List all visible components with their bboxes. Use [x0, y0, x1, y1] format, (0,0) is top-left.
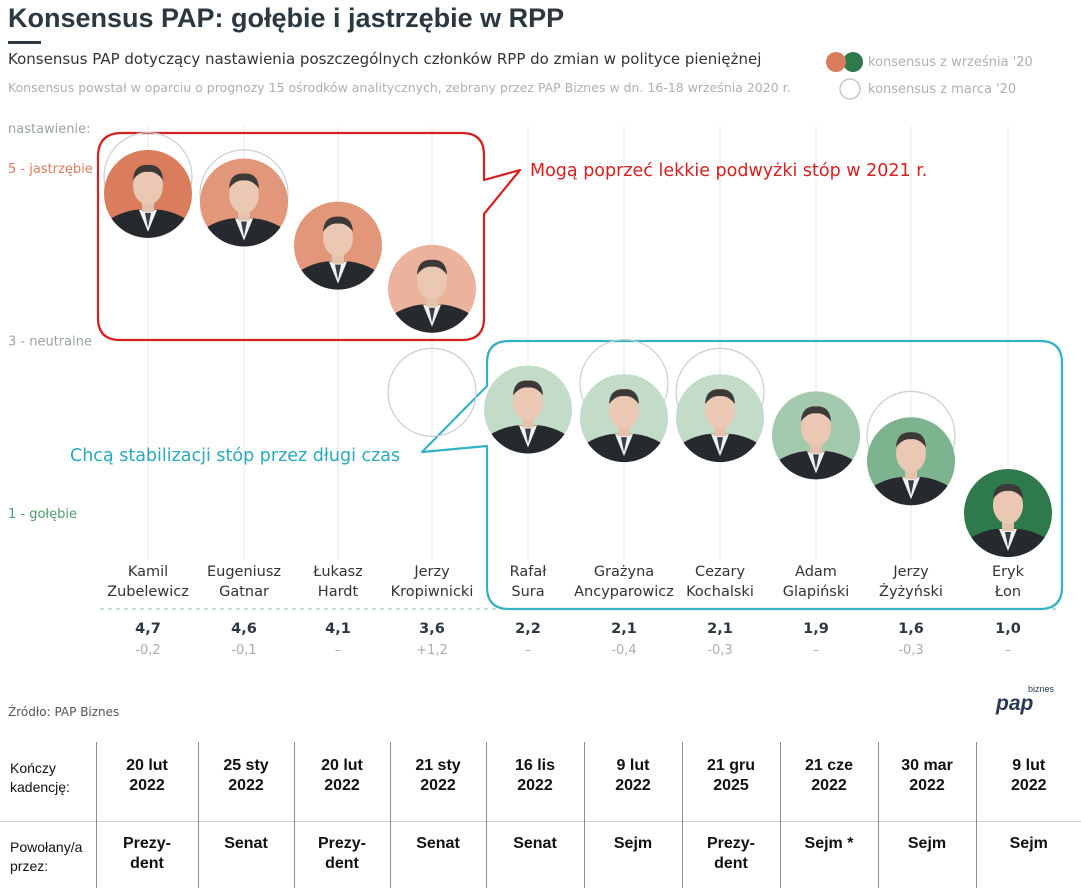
member-value-label: 2,1 [611, 621, 637, 637]
member-change-label: -0,2 [135, 643, 160, 658]
member-change-label: -0,3 [707, 643, 732, 658]
logo-text: pap [996, 692, 1033, 716]
appointed-by-cell: Prezy- dent [294, 822, 390, 888]
pap-logo: pap biznes [994, 684, 1058, 714]
member-value-label: 4,6 [231, 621, 257, 637]
term-end-cell: 9 lut 2022 [584, 742, 682, 822]
appointed-by-cell: Sejm [976, 822, 1081, 888]
y-tick-label: 5 - jastrzębie [8, 162, 93, 177]
member-marker-4 [386, 245, 478, 335]
term-end-cell: 20 lut 2022 [294, 742, 390, 822]
source-note: Źródło: PAP Biznes [8, 705, 119, 719]
member-marker-9 [865, 417, 957, 507]
term-end-cell: 30 mar 2022 [878, 742, 976, 822]
member-last-name: Zubelewicz [107, 584, 189, 600]
member-value-label: 4,7 [135, 621, 161, 637]
y-tick-label: 3 - neutralne [8, 335, 92, 350]
member-change-label: +1,2 [416, 643, 448, 658]
member-marker-5 [482, 366, 574, 456]
member-marker-3 [292, 202, 384, 292]
member-last-name: Gatnar [219, 584, 269, 600]
y-tick-label: 1 - gołębie [8, 507, 77, 522]
term-end-cell: 25 sty 2022 [198, 742, 294, 822]
member-last-name: Ancyparowicz [574, 584, 674, 600]
member-first-name: Eryk [992, 564, 1025, 580]
member-last-name: Kropiwnicki [391, 584, 474, 600]
member-first-name: Rafał [510, 564, 548, 580]
member-marker-8 [770, 391, 862, 481]
appointed-by-cell: Prezy- dent [96, 822, 198, 888]
member-marker-7 [674, 374, 766, 464]
member-last-name: Żyżyński [879, 582, 943, 600]
member-marker-1 [102, 150, 194, 240]
member-marker-10 [962, 469, 1054, 559]
infographic: Konsensus PAP: gołębie i jastrzębie w RP… [0, 0, 1081, 863]
member-marker-2 [198, 159, 290, 249]
logo-superscript: biznes [1028, 684, 1054, 694]
member-change-label: – [813, 643, 820, 658]
member-change-label: – [335, 643, 342, 658]
member-first-name: Grażyna [594, 564, 654, 580]
member-value-label: 3,6 [419, 621, 445, 637]
member-value-label: 1,9 [803, 621, 829, 637]
member-value-label: 1,0 [995, 621, 1021, 637]
doves-callout-text: Chcą stabilizacji stóp przez długi czas [70, 446, 400, 466]
member-last-name: Glapiński [783, 584, 850, 600]
member-change-label: -0,3 [898, 643, 923, 658]
appointed-by-label: Powołany/a przez: [0, 822, 96, 888]
member-value-label: 4,1 [325, 621, 351, 637]
member-first-name: Eugeniusz [207, 564, 281, 580]
term-end-cell: 21 cze 2022 [780, 742, 878, 822]
appointed-by-cell: Senat [486, 822, 584, 888]
member-first-name: Jerzy [413, 564, 450, 580]
appointed-by-cell: Senat [390, 822, 486, 888]
y-axis-title: nastawienie: [8, 122, 91, 137]
member-value-label: 2,1 [707, 621, 733, 637]
term-end-cell: 16 lis 2022 [486, 742, 584, 822]
hawks-callout-text: Mogą poprzeć lekkie podwyżki stóp w 2021… [530, 161, 927, 181]
member-change-label: – [1005, 643, 1012, 658]
member-marker-6 [578, 374, 670, 464]
appointed-by-cell: Sejm * [780, 822, 878, 888]
member-first-name: Kamil [128, 564, 168, 580]
term-end-cell: 20 lut 2022 [96, 742, 198, 822]
term-end-label: Kończy kadencję: [0, 742, 96, 822]
appointed-by-cell: Sejm [584, 822, 682, 888]
member-value-label: 2,2 [515, 621, 541, 637]
member-last-name: Łon [994, 584, 1021, 600]
term-end-cell: 9 lut 2022 [976, 742, 1081, 822]
member-value-label: 1,6 [898, 621, 924, 637]
term-end-cell: 21 gru 2025 [682, 742, 780, 822]
member-last-name: Kochalski [686, 584, 754, 600]
appointed-by-cell: Prezy- dent [682, 822, 780, 888]
appointed-by-cell: Senat [198, 822, 294, 888]
member-change-label: -0,4 [611, 643, 636, 658]
consensus-chart: nastawienie: 5 - jastrzębie 3 - neutralne 1… [0, 0, 1081, 680]
member-first-name: Cezary [695, 564, 746, 580]
member-change-label: -0,1 [231, 643, 256, 658]
member-first-name: Jerzy [892, 564, 929, 580]
member-change-label: – [525, 643, 532, 658]
appointed-by-cell: Sejm [878, 822, 976, 888]
member-first-name: Łukasz [312, 564, 363, 580]
member-first-name: Adam [795, 564, 837, 580]
member-last-name: Sura [511, 584, 544, 600]
term-end-cell: 21 sty 2022 [390, 742, 486, 822]
member-last-name: Hardt [318, 584, 359, 600]
